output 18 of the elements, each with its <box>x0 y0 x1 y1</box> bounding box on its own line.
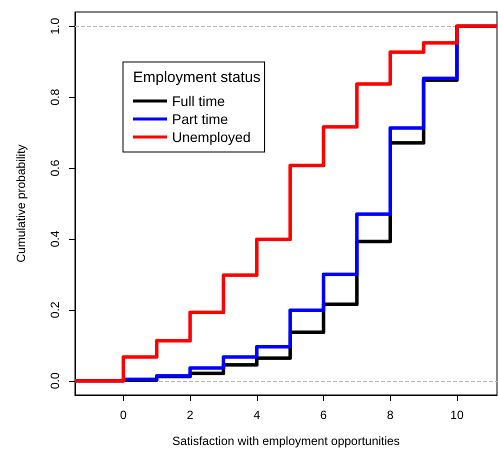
legend-label: Part time <box>172 111 228 127</box>
y-tick-label: 0.8 <box>48 88 62 106</box>
y-tick-label: 0.0 <box>48 372 62 390</box>
x-tick-label: 2 <box>186 408 194 422</box>
y-axis-title: Cumulative probability <box>14 144 28 263</box>
x-tick-label: 8 <box>386 408 394 422</box>
y-tick-label: 0.2 <box>48 301 62 318</box>
x-tick-label: 0 <box>120 408 128 422</box>
legend-label: Full time <box>172 93 226 109</box>
x-tick-label: 6 <box>320 408 328 422</box>
x-tick-label: 10 <box>450 408 464 422</box>
legend-title: Employment status <box>133 69 261 86</box>
x-axis-title: Satisfaction with employment opportunities <box>172 434 400 448</box>
x-tick-label: 4 <box>253 408 260 422</box>
y-tick-label: 0.4 <box>48 230 62 248</box>
y-tick-label: 0.6 <box>48 159 62 176</box>
y-tick-label: 1.0 <box>48 18 62 35</box>
legend-label: Unemployed <box>172 129 251 145</box>
